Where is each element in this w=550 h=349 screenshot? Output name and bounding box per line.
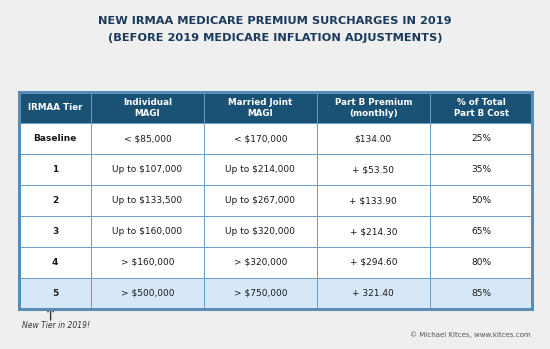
Text: Married Joint
MAGI: Married Joint MAGI [228, 97, 293, 118]
Text: > $160,000: > $160,000 [121, 258, 174, 267]
Text: + $133.90: + $133.90 [349, 196, 397, 205]
Text: Up to $160,000: Up to $160,000 [112, 227, 183, 236]
Text: 80%: 80% [471, 258, 491, 267]
Text: 50%: 50% [471, 196, 491, 205]
Text: < $85,000: < $85,000 [124, 134, 172, 143]
Text: + $294.60: + $294.60 [350, 258, 397, 267]
Text: Up to $133,500: Up to $133,500 [112, 196, 183, 205]
Text: Up to $214,000: Up to $214,000 [226, 165, 295, 174]
Text: 25%: 25% [471, 134, 491, 143]
Text: Part B Premium
(monthly): Part B Premium (monthly) [334, 97, 412, 118]
Text: 65%: 65% [471, 227, 491, 236]
Text: + 321.40: + 321.40 [353, 289, 394, 298]
Text: > $500,000: > $500,000 [121, 289, 174, 298]
Text: NEW IRMAA MEDICARE PREMIUM SURCHARGES IN 2019: NEW IRMAA MEDICARE PREMIUM SURCHARGES IN… [98, 16, 452, 26]
Text: 1: 1 [52, 165, 58, 174]
Text: 85%: 85% [471, 289, 491, 298]
Text: 35%: 35% [471, 165, 491, 174]
Text: + $53.50: + $53.50 [353, 165, 394, 174]
Text: 5: 5 [52, 289, 58, 298]
Text: > $320,000: > $320,000 [234, 258, 287, 267]
Text: © Michael Kitces, www.kitces.com: © Michael Kitces, www.kitces.com [410, 332, 531, 339]
Text: + $214.30: + $214.30 [350, 227, 397, 236]
Text: Baseline: Baseline [34, 134, 77, 143]
Text: 2: 2 [52, 196, 58, 205]
Text: Up to $267,000: Up to $267,000 [226, 196, 295, 205]
Text: Up to $320,000: Up to $320,000 [226, 227, 295, 236]
Text: % of Total
Part B Cost: % of Total Part B Cost [454, 97, 509, 118]
Text: (BEFORE 2019 MEDICARE INFLATION ADJUSTMENTS): (BEFORE 2019 MEDICARE INFLATION ADJUSTME… [108, 33, 442, 43]
Text: IRMAA Tier: IRMAA Tier [28, 103, 82, 112]
Text: $134.00: $134.00 [355, 134, 392, 143]
Text: New Tier in 2019!: New Tier in 2019! [22, 321, 90, 330]
Text: Up to $107,000: Up to $107,000 [112, 165, 183, 174]
Text: Individual
MAGI: Individual MAGI [123, 97, 172, 118]
Text: 4: 4 [52, 258, 58, 267]
Text: < $170,000: < $170,000 [234, 134, 287, 143]
Text: > $750,000: > $750,000 [234, 289, 287, 298]
Text: 3: 3 [52, 227, 58, 236]
